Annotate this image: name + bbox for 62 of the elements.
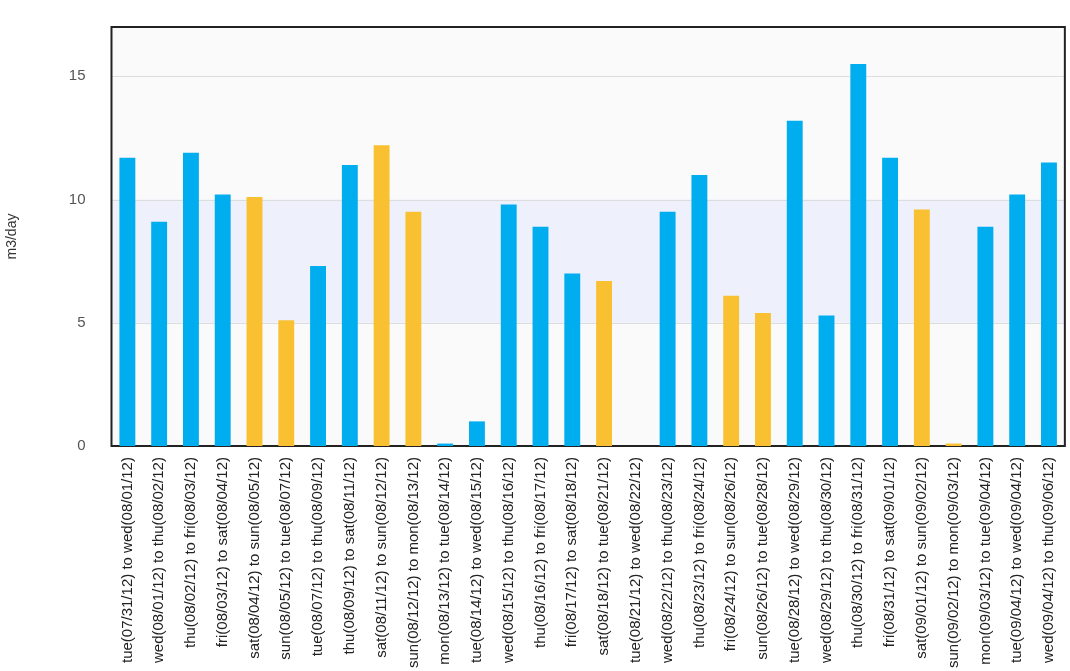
bar [469, 421, 485, 447]
x-tick-label: sun(08/05/12) to tue(08/07/12) [276, 457, 294, 660]
bar [278, 320, 295, 447]
bar [310, 266, 326, 447]
x-tick-label: sat(08/04/12) to sun(08/05/12) [244, 457, 262, 659]
y-axis-title: m3/day [3, 213, 20, 260]
x-tick-label: wed(08/22/12) to thu(08/23/12) [657, 457, 675, 665]
bar [151, 221, 168, 447]
y-tick-label: 10 [68, 189, 86, 207]
x-tick-label: sat(09/01/12) to sun(09/02/12) [911, 457, 929, 659]
x-tick-label: sat(08/18/12) to tue(08/21/12) [594, 457, 612, 656]
x-tick-label: fri(08/17/12) to sat(08/18/12) [562, 457, 580, 648]
x-tick-label: thu(08/30/12) to fri(08/31/12) [848, 457, 866, 648]
x-tick-label: tue(08/07/12) to thu(08/09/12) [308, 457, 326, 657]
x-tick-label: tue(08/28/12) to wed(08/29/12) [784, 457, 802, 664]
bar [1041, 162, 1057, 447]
x-tick-label: thu(08/16/12) to fri(08/17/12) [530, 457, 548, 648]
x-tick-label: fri(08/24/12) to sun(08/26/12) [721, 457, 739, 652]
x-tick-label: mon(08/13/12) to tue(08/14/12) [435, 457, 453, 665]
x-tick-label: thu(08/09/12) to sat(08/11/12) [339, 457, 357, 655]
bar [913, 209, 930, 447]
y-tick-label: 15 [68, 66, 86, 84]
x-tick-label: wed(08/29/12) to thu(08/30/12) [816, 457, 834, 665]
x-tick-label: wed(08/01/12) to thu(08/02/12) [149, 457, 167, 665]
x-tick-label: tue(07/31/12) to wed(08/01/12) [117, 457, 135, 664]
x-tick-label: thu(08/02/12) to fri(08/03/12) [181, 457, 199, 648]
bar [500, 204, 517, 447]
x-tick-label: fri(08/31/12) to sat(09/01/12) [880, 457, 898, 648]
bar [659, 211, 676, 447]
x-tick-label: tue(09/04/12) to wed(09/04/12) [1007, 457, 1025, 664]
bar [341, 165, 358, 447]
bar [119, 157, 136, 447]
bar [977, 226, 994, 447]
x-tick-label: tue(08/14/12) to wed(08/15/12) [467, 457, 485, 664]
x-tick-label: wed(08/15/12) to thu(08/16/12) [498, 457, 516, 665]
bar [373, 145, 390, 447]
y-tick-label: 5 [77, 312, 86, 330]
bar [882, 157, 899, 447]
bar [691, 174, 708, 447]
bar [755, 312, 771, 447]
x-tick-label: sun(08/26/12) to tue(08/28/12) [753, 457, 771, 660]
bar [786, 120, 803, 447]
x-tick-label: sun(08/12/12) to mon(08/13/12) [403, 457, 421, 668]
bar [405, 211, 422, 447]
bar [596, 280, 613, 447]
bar [246, 197, 263, 447]
bar [214, 194, 231, 447]
y-tick-label: 0 [77, 436, 86, 454]
bar [723, 295, 740, 447]
bar [532, 226, 549, 447]
bar [850, 63, 867, 447]
x-tick-label: sat(08/11/12) to sun(08/12/12) [371, 457, 389, 658]
x-tick-label: thu(08/23/12) to fri(08/24/12) [689, 457, 707, 648]
x-tick-label: mon(09/03/12) to tue(09/04/12) [975, 457, 993, 665]
bar [564, 273, 581, 447]
x-tick-label: fri(08/03/12) to sat(08/04/12) [212, 457, 230, 648]
x-tick-label: tue(08/21/12) to wed(08/22/12) [625, 457, 643, 664]
bar [818, 315, 835, 447]
bar [1009, 194, 1026, 447]
x-tick-label: wed(09/04/12) to thu(09/06/12) [1039, 457, 1057, 665]
x-tick-label: sun(09/02/12) to mon(09/03/12) [943, 457, 961, 668]
bar [182, 152, 199, 447]
